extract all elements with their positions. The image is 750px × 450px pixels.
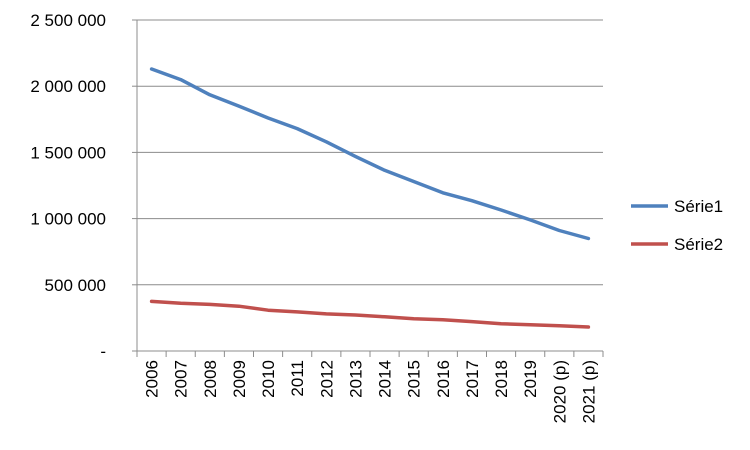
x-tick-label: 2012 <box>317 360 336 398</box>
legend-label: Série2 <box>674 235 723 254</box>
y-tick-label: - <box>100 342 106 361</box>
y-tick-label: 500 000 <box>45 276 106 295</box>
x-tick-label: 2019 <box>521 360 540 398</box>
x-tick-label: 2011 <box>288 360 307 397</box>
x-tick-label: 2017 <box>463 360 482 398</box>
series-lines <box>149 67 591 329</box>
legend-label: Série1 <box>674 197 723 216</box>
x-tick-label: 2021 (p) <box>579 360 598 423</box>
x-tick-label: 2014 <box>376 360 395 398</box>
series-line-1 <box>149 67 591 241</box>
x-tick-label: 2009 <box>230 360 249 398</box>
x-axis-tick-labels: 2006 2007 2008 2009 2010 2011 2012 2013 2014 2015… <box>143 360 599 423</box>
legend: Série1 Série2 <box>631 197 723 254</box>
y-tick-label: 1 000 000 <box>30 210 106 229</box>
x-tick-label: 2018 <box>492 360 511 398</box>
x-tick-label: 2016 <box>434 360 453 398</box>
x-tick-label: 2006 <box>143 360 162 398</box>
x-tick-label: 2007 <box>172 360 191 398</box>
axes <box>132 19 604 357</box>
x-tick-label: 2008 <box>201 360 220 398</box>
y-tick-label: 2 000 000 <box>30 77 106 96</box>
x-tick-label: 2013 <box>346 360 365 398</box>
y-tick-label: 2 500 000 <box>30 11 106 30</box>
y-tick-label: 1 500 000 <box>30 143 106 162</box>
x-tick-label: 2020 (p) <box>550 360 569 423</box>
x-tick-label: 2010 <box>259 360 278 398</box>
series-line-2 <box>149 299 591 329</box>
y-axis-tick-labels: - 500 000 1 000 000 1 500 000 2 000 000 2 500… <box>30 11 106 361</box>
gridlines <box>137 19 603 286</box>
x-tick-label: 2015 <box>405 360 424 398</box>
